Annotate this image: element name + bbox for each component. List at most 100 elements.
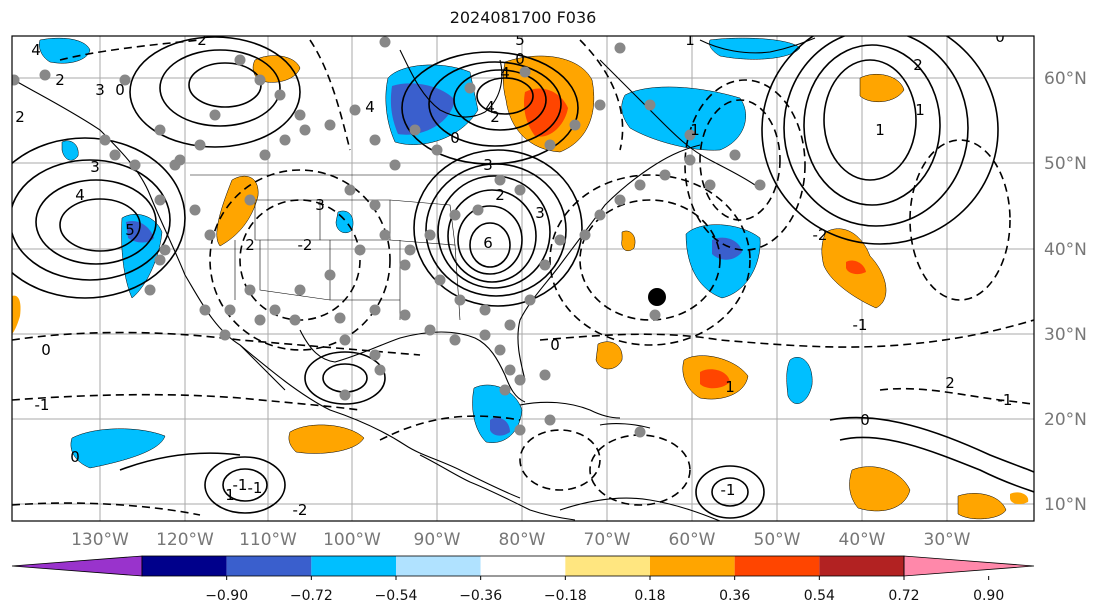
contour-dash-1-atl bbox=[879, 387, 1034, 405]
station-dot bbox=[294, 109, 306, 121]
longitude-label: 90°W bbox=[414, 530, 461, 550]
station-dot bbox=[431, 144, 443, 156]
colorbar-tick-label: 0.72 bbox=[888, 588, 919, 604]
station-dot bbox=[514, 374, 526, 386]
contour-greatlakes-3 bbox=[437, 175, 551, 289]
latitude-label: 40°N bbox=[1044, 240, 1087, 260]
colorbar-tick-label: −0.54 bbox=[375, 588, 418, 604]
station-dot bbox=[389, 159, 401, 171]
station-dot bbox=[344, 184, 356, 196]
colorbar-segment bbox=[650, 556, 735, 576]
longitude-labels: 130°W 120°W 110°W 100°W 90°W 80°W 70°W 60°W 50°W… bbox=[71, 530, 971, 550]
station-dot bbox=[514, 424, 526, 436]
colorbar-segment bbox=[142, 556, 227, 576]
positive-anomaly-southeast-atlantic bbox=[849, 466, 911, 512]
boundary-state-4 bbox=[259, 240, 400, 301]
station-dot bbox=[684, 154, 696, 166]
negative-anomaly-atlantic bbox=[685, 224, 761, 299]
contour-value-label: 3 bbox=[90, 158, 100, 176]
station-dot bbox=[399, 259, 411, 271]
station-dot bbox=[39, 69, 51, 81]
contour-value-label: 1 bbox=[875, 121, 885, 139]
contour-lines bbox=[12, 36, 1034, 519]
colorbar-segment bbox=[819, 556, 904, 576]
station-dot bbox=[494, 174, 506, 186]
contour-value-label: -1 bbox=[35, 396, 50, 414]
station-dot bbox=[279, 134, 291, 146]
negative-anomaly-greenland bbox=[709, 37, 801, 60]
station-dot bbox=[119, 74, 131, 86]
positive-anomaly-west-edge bbox=[12, 295, 21, 334]
longitude-label: 50°W bbox=[754, 530, 801, 550]
contour-value-label: 4 bbox=[31, 41, 41, 59]
contour-value-label: 5 bbox=[125, 221, 135, 239]
latitude-label: 10°N bbox=[1044, 495, 1087, 515]
contour-greatlakes-1 bbox=[413, 149, 583, 307]
coastline-labrador bbox=[599, 59, 756, 186]
station-dot bbox=[472, 204, 484, 216]
station-dot bbox=[254, 314, 266, 326]
station-dot bbox=[729, 149, 741, 161]
station-dot bbox=[374, 364, 386, 376]
station-dot bbox=[379, 36, 391, 48]
contour-greatlakes-5 bbox=[457, 205, 523, 275]
station-dot bbox=[554, 234, 566, 246]
station-dot bbox=[339, 334, 351, 346]
contour-dash-quebec bbox=[579, 39, 624, 151]
negative-anomaly-hudson-core bbox=[390, 83, 455, 135]
station-dot bbox=[174, 154, 186, 166]
positive-anomaly-rockies bbox=[216, 176, 259, 247]
station-dot bbox=[524, 294, 536, 306]
contour-dash-1-west bbox=[12, 393, 361, 411]
negative-anomaly-small-atlantic bbox=[786, 357, 813, 404]
contour-dash-lab-1 bbox=[699, 99, 781, 221]
contour-nw-2 bbox=[159, 49, 281, 127]
coastline-hispaniola bbox=[599, 423, 651, 429]
contour-dash-atl-0 bbox=[549, 174, 751, 346]
station-dot bbox=[409, 124, 421, 136]
contour-value-label: -1 bbox=[998, 391, 1013, 409]
station-dot bbox=[109, 149, 121, 161]
coastline-central-america bbox=[419, 454, 576, 521]
contour-epac-0 bbox=[119, 452, 241, 471]
station-dot bbox=[129, 159, 141, 171]
negative-anomaly-plains bbox=[335, 210, 354, 233]
latitude-label: 30°N bbox=[1044, 325, 1087, 345]
contour-value-label: 1 bbox=[915, 101, 925, 119]
contour-pacific-3 bbox=[12, 159, 171, 281]
coastline-east-coast bbox=[517, 144, 701, 381]
longitude-label: 80°W bbox=[499, 530, 546, 550]
longitude-label: 70°W bbox=[584, 530, 631, 550]
negative-anomaly-northwest bbox=[39, 37, 91, 64]
station-dot bbox=[209, 109, 221, 121]
station-dot bbox=[704, 179, 716, 191]
station-dot bbox=[289, 314, 301, 326]
colorbar-tick-label: −0.18 bbox=[544, 588, 587, 604]
station-dot bbox=[274, 89, 286, 101]
colorbar-extend-high bbox=[903, 555, 1035, 577]
longitude-label: 120°W bbox=[156, 530, 214, 550]
station-dot bbox=[339, 389, 351, 401]
contour-value-label: 2 bbox=[945, 374, 955, 392]
storm-center-marker bbox=[648, 288, 666, 306]
colorbar-extend-low bbox=[11, 555, 143, 577]
contour-value-label: -1 bbox=[233, 476, 248, 494]
station-dot bbox=[424, 229, 436, 241]
negative-anomaly-gulf bbox=[472, 384, 523, 443]
latitude-label: 50°N bbox=[1044, 154, 1087, 174]
latitude-labels: 60°N 50°N 40°N 30°N 20°N 10°N bbox=[1044, 69, 1087, 515]
colorbar-tick-label: −0.90 bbox=[205, 588, 248, 604]
colorbar-tick-label: 0.54 bbox=[804, 588, 835, 604]
contour-value-label: 3 bbox=[535, 204, 545, 222]
station-dot bbox=[449, 209, 461, 221]
contour-value-label: 2 bbox=[197, 31, 207, 49]
station-dot bbox=[379, 229, 391, 241]
boundary-state-2 bbox=[320, 199, 391, 241]
station-dot bbox=[614, 42, 626, 54]
chart-title: 2024081700 F036 bbox=[449, 8, 597, 27]
contour-greatlakes-6 bbox=[469, 222, 511, 268]
positive-anomaly-hudson-core bbox=[524, 88, 568, 137]
station-dot bbox=[569, 119, 581, 131]
station-dot bbox=[369, 134, 381, 146]
contour-dash-canada bbox=[309, 39, 351, 151]
